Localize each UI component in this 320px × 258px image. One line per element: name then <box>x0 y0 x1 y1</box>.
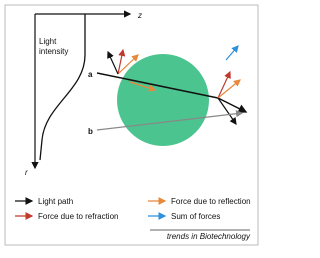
legend-label: Force due to reflection <box>171 197 251 206</box>
r-label: r <box>25 168 28 177</box>
z-label: z <box>137 11 142 20</box>
force-reflection <box>218 80 240 98</box>
intensity-curve <box>40 14 85 160</box>
force-refraction <box>218 72 230 98</box>
legend-label: Force due to refraction <box>38 212 118 221</box>
reflected-ray <box>108 52 118 74</box>
ray-a-label: a <box>88 70 93 79</box>
force-sum <box>226 46 238 60</box>
legend-label: Light path <box>38 197 73 206</box>
footer: trends in Biotechnology <box>167 232 251 241</box>
legend-label: Sum of forces <box>171 212 220 221</box>
bead <box>117 54 209 146</box>
ray-b-label: b <box>88 127 93 136</box>
